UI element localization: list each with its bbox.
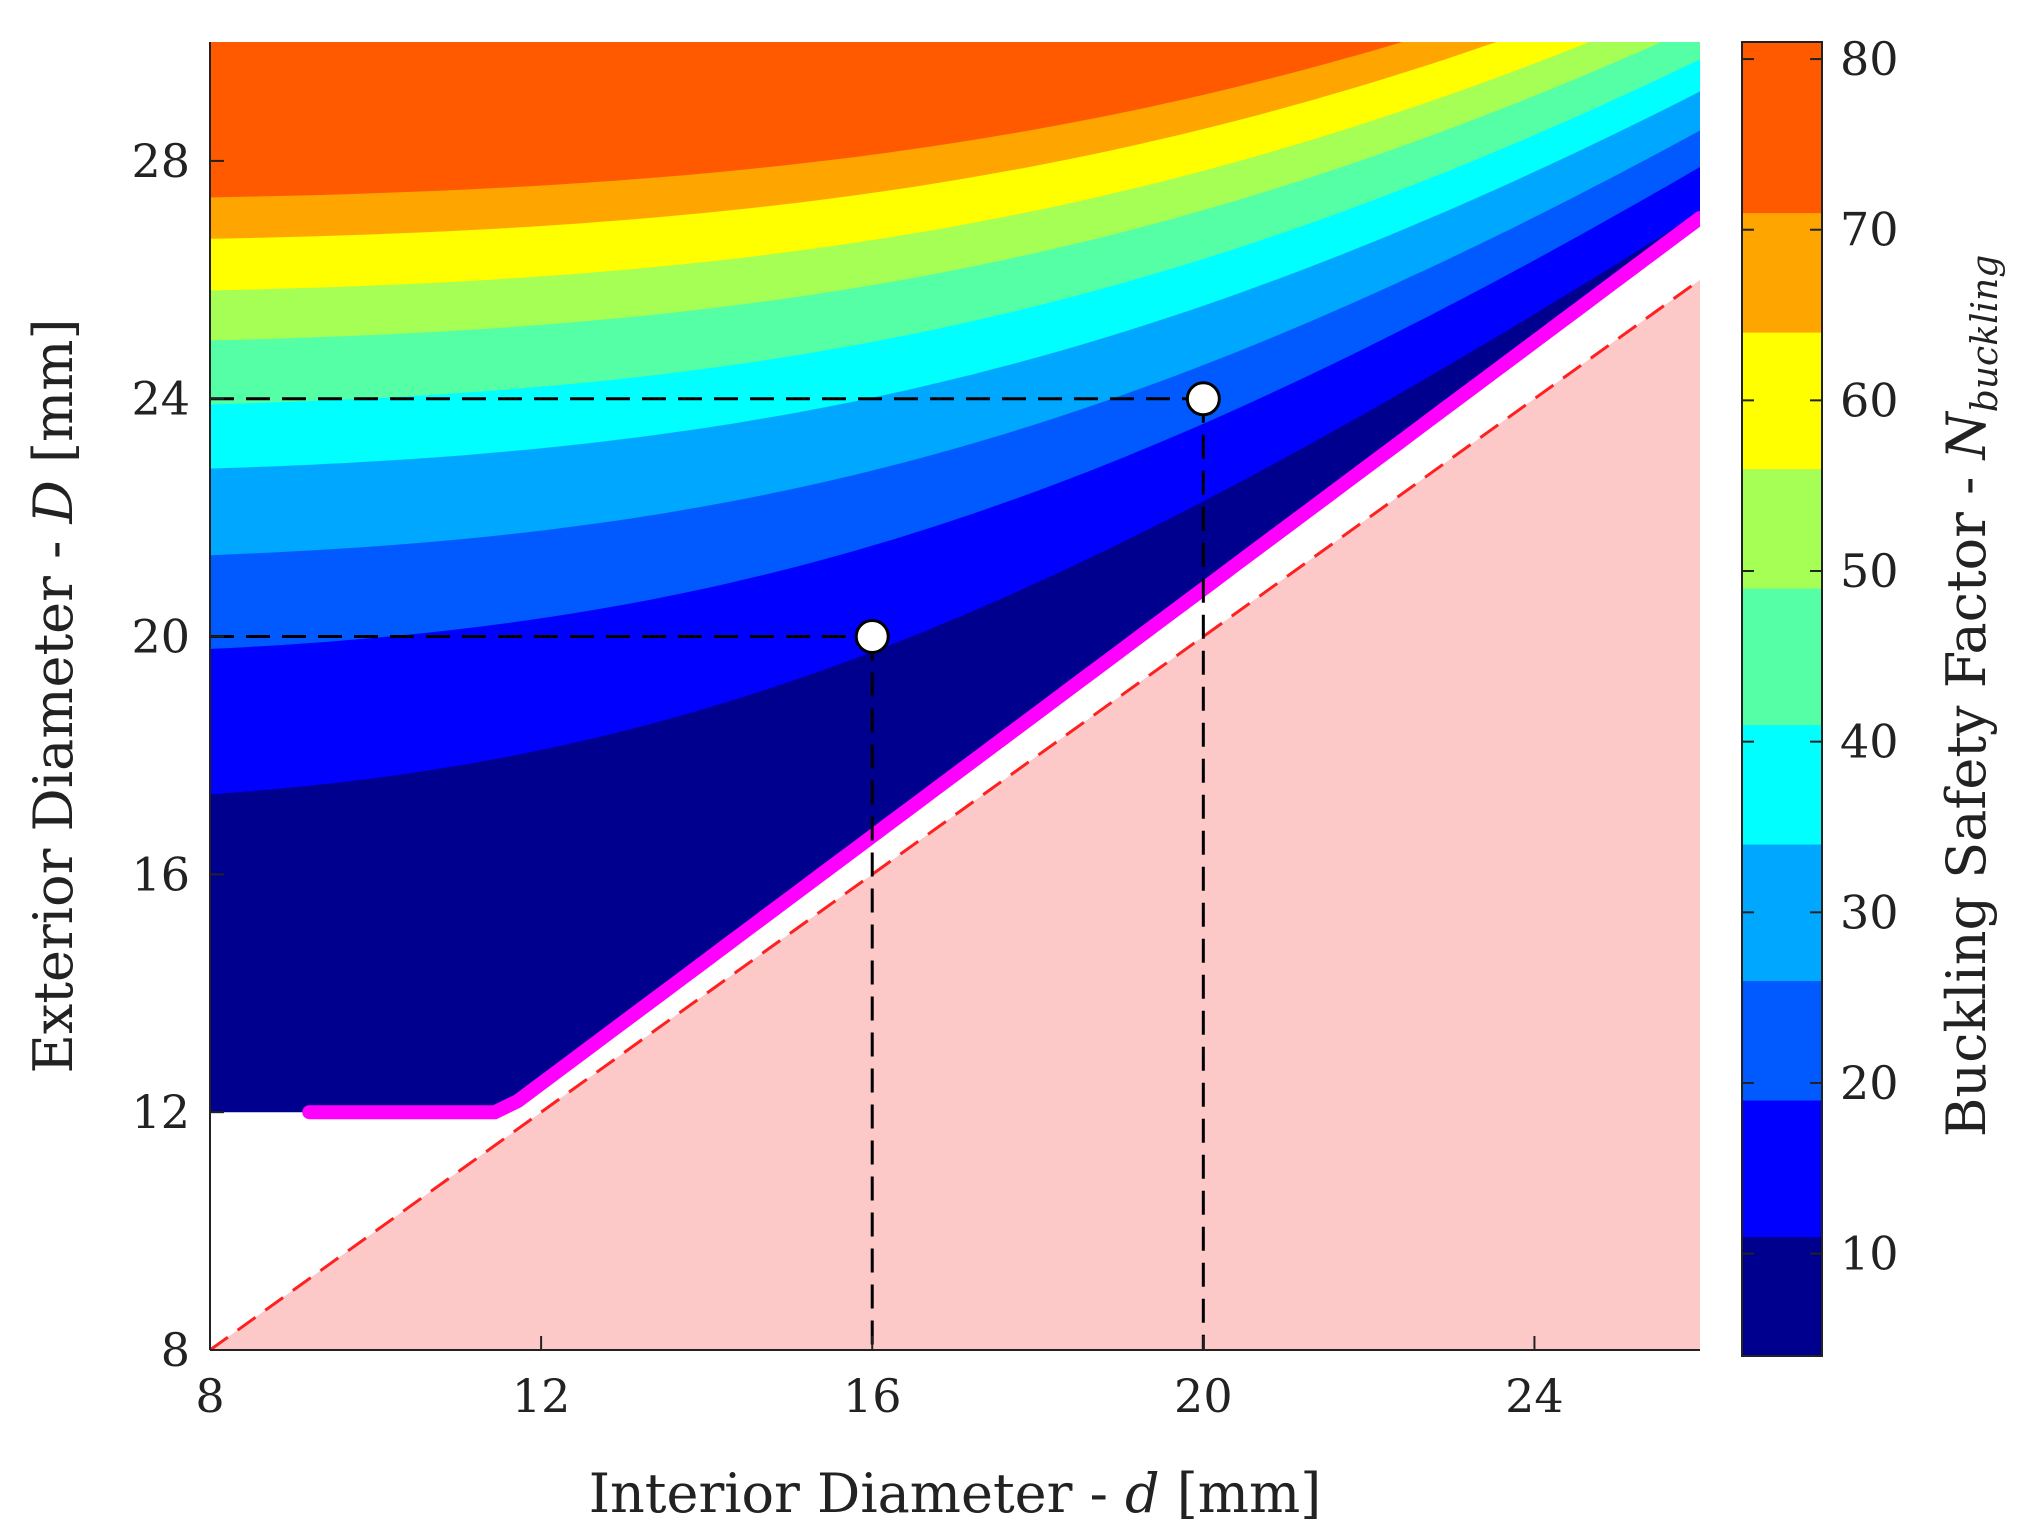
colorbar-tick-label: 10 xyxy=(1840,1227,1899,1281)
colorbar-band xyxy=(1742,468,1822,589)
colorbar-tick-label: 80 xyxy=(1840,32,1899,86)
y-tick-label: 24 xyxy=(131,372,190,426)
x-axis-label: Interior Diameter - d [mm] xyxy=(589,1462,1322,1525)
y-tick-label: 20 xyxy=(131,610,190,664)
y-tick-label: 8 xyxy=(161,1323,190,1377)
x-tick-label: 24 xyxy=(1505,1369,1564,1423)
colorbar-bands xyxy=(1742,42,1822,1357)
colorbar-band xyxy=(1742,980,1822,1101)
colorbar-tick-label: 50 xyxy=(1840,544,1899,598)
colorbar-band xyxy=(1742,212,1822,333)
colorbar-band xyxy=(1742,844,1822,982)
y-tick-label: 16 xyxy=(131,847,190,901)
colorbar-band xyxy=(1742,588,1822,726)
x-tick-label: 20 xyxy=(1174,1369,1233,1423)
axes: 8 12 16 20 24 8 12 16 20 24 28 xyxy=(131,42,1700,1423)
x-tick-label: 16 xyxy=(843,1369,902,1423)
colorbar-tick-label: 60 xyxy=(1840,373,1899,427)
colorbar-tick-label: 70 xyxy=(1840,203,1899,257)
design-point xyxy=(1185,381,1221,417)
x-tick-label: 8 xyxy=(195,1369,224,1423)
y-axis-label: Exterior Diameter - D [mm] xyxy=(22,318,85,1073)
design-points xyxy=(854,381,1221,655)
colorbar-band xyxy=(1742,724,1822,845)
x-tick-label: 12 xyxy=(512,1369,571,1423)
y-tick-label: 12 xyxy=(131,1085,190,1139)
colorbar-ticks: 10 20 30 40 50 60 70 80 xyxy=(1742,32,1899,1281)
colorbar-tick-label: 40 xyxy=(1840,715,1899,769)
y-ticks: 8 12 16 20 24 28 xyxy=(131,134,224,1377)
colorbar-band xyxy=(1742,42,1822,214)
colorbar-tick-label: 20 xyxy=(1840,1056,1899,1110)
colorbar-frame xyxy=(1741,41,1823,1357)
plot-area xyxy=(210,42,1700,1350)
colorbar-label: Buckling Safety Factor - Nbuckling xyxy=(1935,255,2006,1138)
colorbar-band xyxy=(1742,1236,1822,1357)
colorbar-tick-label: 30 xyxy=(1840,885,1899,939)
colorbar: 10 20 30 40 50 60 70 80 Buckling Safety Factor … xyxy=(1741,32,2006,1357)
contour-band xyxy=(210,42,1403,198)
colorbar-band xyxy=(1742,1100,1822,1238)
x-ticks: 8 12 16 20 24 xyxy=(195,1336,1564,1423)
limit-curve xyxy=(302,211,1700,1120)
y-tick-label: 28 xyxy=(131,134,190,188)
colorbar-band xyxy=(1742,332,1822,470)
design-point xyxy=(854,619,890,655)
guide-lines xyxy=(210,397,1205,1350)
